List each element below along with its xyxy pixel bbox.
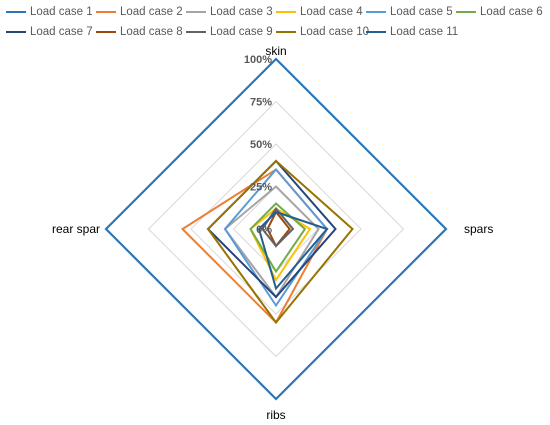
legend-swatch [186, 11, 206, 13]
axis-label-skin: skin [265, 44, 286, 58]
tick-label: 25% [250, 182, 272, 194]
series-polygon-11 [257, 210, 329, 291]
legend-label: Load case 8 [120, 26, 183, 38]
legend-item: Load case 4 [276, 4, 363, 20]
legend-item: Load case 3 [186, 4, 273, 20]
legend-item: Load case 1 [6, 4, 93, 20]
legend-label: Load case 6 [480, 6, 543, 18]
tick-label: 50% [250, 139, 272, 151]
series-polygon-6 [249, 202, 307, 274]
chart-legend: Load case 1 Load case 2 Load case 3 Load ca… [6, 4, 546, 44]
axis-label-ribs: ribs [266, 408, 285, 422]
series-polygon-10 [206, 159, 354, 325]
legend-label: Load case 10 [300, 26, 370, 38]
legend-item: Load case 10 [276, 24, 369, 40]
grid-ring-50 [190, 143, 362, 315]
legend-swatch [96, 11, 116, 13]
legend-item: Load case 2 [96, 4, 183, 20]
legend-label: Load case 9 [210, 26, 273, 38]
series-polygon-5 [223, 167, 329, 308]
legend-item: Load case 7 [6, 24, 93, 40]
radar-axis-labels: skin spars ribs rear spar [52, 44, 493, 422]
legend-swatch [186, 31, 206, 33]
tick-label: 100% [244, 54, 272, 66]
legend-swatch [6, 11, 26, 13]
legend-label: Load case 11 [390, 26, 459, 38]
legend-item: Load case 11 [366, 24, 458, 40]
legend-item: Load case 5 [366, 4, 453, 20]
legend-swatch [366, 11, 386, 13]
legend-label: Load case 3 [210, 6, 273, 18]
legend-swatch [456, 11, 476, 13]
legend-label: Load case 5 [390, 6, 453, 18]
legend-label: Load case 4 [300, 6, 363, 18]
legend-swatch [276, 31, 296, 33]
grid-ring-75 [147, 100, 405, 358]
legend-item: Load case 8 [96, 24, 183, 40]
axis-label-spars: spars [464, 222, 493, 236]
legend-swatch [276, 11, 296, 13]
tick-label: 75% [250, 97, 272, 109]
legend-label: Load case 7 [30, 26, 93, 38]
legend-item: Load case 9 [186, 24, 273, 40]
radar-grid [105, 58, 447, 400]
legend-label: Load case 1 [30, 6, 93, 18]
grid-ring-100 [105, 58, 447, 400]
legend-label: Load case 2 [120, 6, 183, 18]
radar-series [104, 57, 448, 401]
legend-swatch [96, 31, 116, 33]
legend-item: Load case 6 [456, 4, 543, 20]
legend-swatch [6, 31, 26, 33]
radar-tick-labels: 0% 25% 50% 75% 100% [244, 54, 272, 236]
series-polygon-1 [104, 57, 448, 401]
legend-swatch [366, 31, 386, 33]
axis-label-rear-spar: rear spar [52, 222, 100, 236]
tick-label: 0% [256, 224, 272, 236]
